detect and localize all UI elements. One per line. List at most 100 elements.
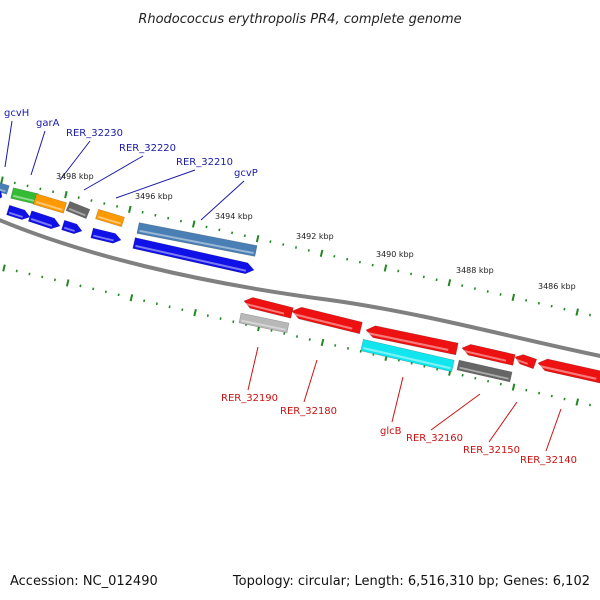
inner-scale-tick xyxy=(550,394,553,398)
outer-scale-tick xyxy=(64,191,68,199)
outer-scale-tick xyxy=(26,184,29,188)
inner-scale-tick xyxy=(320,338,325,347)
outer-scale-tick xyxy=(52,190,55,194)
inner-scale-tick xyxy=(53,278,57,282)
gene-arrow-blue-3 xyxy=(61,219,83,235)
inner-scale-tick xyxy=(206,314,209,318)
leader-line-RER_32230 xyxy=(59,140,91,181)
outer-scale-tick xyxy=(447,279,452,287)
outer-scale-tick xyxy=(218,228,221,232)
gene-arrow-blue-2-sheen xyxy=(30,218,53,227)
inner-scale-tick xyxy=(79,284,82,288)
leader-line-garA xyxy=(30,130,46,176)
gene-arrow-RER_32190 xyxy=(238,312,290,334)
inner-scale-tick xyxy=(41,275,44,279)
outer-scale-tick xyxy=(397,269,400,273)
accession-text: Accession: NC_012490 xyxy=(10,574,158,589)
gene-arrow-RER_32140 xyxy=(537,358,600,384)
gene-label-RER_32190: RER_32190 xyxy=(221,393,278,404)
gene-arrow-RER_32160-sheen xyxy=(463,349,507,362)
outer-scale-tick xyxy=(383,264,388,272)
inner-scale-tick xyxy=(295,335,299,338)
gene-arrow-RER_32160-gray-sheen xyxy=(459,366,509,380)
gene-arrow-RER_32160-gray xyxy=(456,359,513,383)
outer-scale-tick xyxy=(550,304,553,308)
leader-line-RER_32150 xyxy=(488,401,518,443)
gene-arrow-gcvP xyxy=(136,222,258,257)
gene-arrow-RER_32150 xyxy=(514,354,538,370)
outer-scale-tick xyxy=(563,307,566,311)
map-title: Rhodococcus erythropolis PR4, complete g… xyxy=(138,12,461,27)
outer-scale-tick xyxy=(461,284,464,288)
inner-scale-tick xyxy=(15,269,18,273)
gene-arrow-RER_32220 xyxy=(95,208,125,228)
gene-features xyxy=(0,182,600,384)
outer-scale-tick xyxy=(358,260,361,264)
inner-scale-tick xyxy=(143,299,146,303)
inner-scale-tick xyxy=(436,367,439,371)
ruler-label: 3492 kbp xyxy=(296,232,334,241)
inner-scale-tick xyxy=(346,347,350,350)
outer-scale-tick xyxy=(255,235,260,243)
outer-scale-tick xyxy=(346,257,349,261)
gene-arrow-RER_32230-sheen xyxy=(68,207,86,217)
outer-scale-tick xyxy=(511,293,516,302)
inner-scale-tick xyxy=(334,344,337,347)
ruler-label: 3496 kbp xyxy=(135,192,173,201)
gene-arrow-RER_32180 xyxy=(243,297,294,319)
scale-ticks xyxy=(0,176,592,407)
gene-label-RER_32220: RER_32220 xyxy=(119,143,176,154)
outer-scale-tick xyxy=(179,219,183,223)
outer-scale-tick xyxy=(269,240,272,243)
outer-scale-tick xyxy=(115,205,119,208)
leader-line-RER_32220 xyxy=(83,155,144,191)
inner-scale-tick xyxy=(487,379,490,383)
outer-scale-tick xyxy=(77,196,80,199)
outer-scale-tick xyxy=(537,301,540,305)
inner-scale-tick xyxy=(117,293,120,297)
inner-scale-tick xyxy=(537,391,541,395)
outer-scale-tick xyxy=(435,278,438,282)
gene-arrow-blue-3-sheen xyxy=(63,226,75,232)
inner-scale-tick xyxy=(499,382,502,386)
inner-scale-tick xyxy=(283,332,286,335)
inner-scale-tick xyxy=(129,294,134,302)
inner-scale-tick xyxy=(525,388,528,392)
gene-arrow-RER_32180-sheen xyxy=(245,302,285,315)
outer-scale-tick xyxy=(141,210,144,214)
leader-line-glcB xyxy=(391,376,404,423)
gene-arrow-blue-2 xyxy=(27,210,61,230)
gene-label-gcvP: gcvP xyxy=(234,168,258,179)
inner-scale-tick xyxy=(92,287,95,291)
topology-summary: Topology: circular; Length: 6,516,310 bp… xyxy=(232,574,590,589)
outer-scale-tick xyxy=(282,243,285,246)
leader-line-RER_32190 xyxy=(247,346,259,391)
gene-arrow-garA-partner xyxy=(33,193,67,214)
leader-line-RER_32180 xyxy=(303,359,318,403)
outer-scale-tick xyxy=(575,308,579,316)
gene-label-glcB: glcB xyxy=(380,426,402,437)
inner-scale-tick xyxy=(232,320,235,323)
gene-arrow-glcB xyxy=(365,325,459,356)
outer-scale-tick xyxy=(294,246,298,249)
gene-arrow-garA-sheen xyxy=(13,194,35,202)
inner-scale-tick xyxy=(563,397,566,401)
outer-scale-tick xyxy=(154,213,157,217)
gene-arrow-glcB-cyan xyxy=(360,338,455,373)
outer-scale-tick xyxy=(409,272,413,276)
inner-scale-tick xyxy=(65,279,70,287)
outer-scale-tick xyxy=(167,216,170,220)
gene-arrow-blue-edge xyxy=(0,190,3,199)
outer-scale-tick xyxy=(191,220,196,228)
outer-scale-tick xyxy=(90,199,93,202)
outer-scale-tick xyxy=(499,293,502,296)
outer-scale-tick xyxy=(422,275,425,279)
inner-scale-tick xyxy=(104,290,107,294)
gene-label-RER_32160: RER_32160 xyxy=(406,433,463,444)
gene-arrow-RER_32140-sheen xyxy=(539,365,597,380)
inner-scale-tick xyxy=(270,329,273,332)
inner-scale-tick xyxy=(181,308,184,312)
gene-arrow-RER_32160 xyxy=(461,344,516,366)
gene-label-gcvH: gcvH xyxy=(4,108,29,119)
ruler-label: 3486 kbp xyxy=(538,282,576,291)
